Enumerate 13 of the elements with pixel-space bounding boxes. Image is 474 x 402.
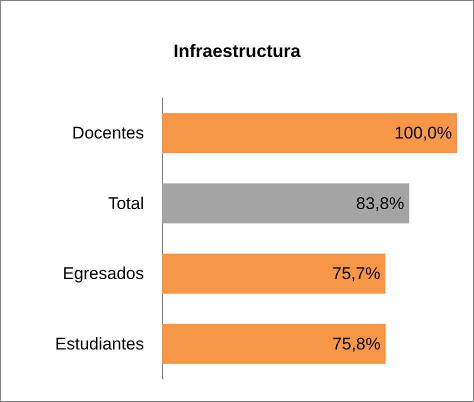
bar: [162, 183, 410, 224]
y-tick-label: Total: [108, 194, 144, 213]
y-tick-label: Docentes: [72, 124, 144, 143]
data-label: 75,8%: [332, 334, 381, 354]
data-label: 100,0%: [394, 124, 452, 143]
data-label: 83,8%: [356, 194, 404, 213]
bar: [162, 113, 457, 154]
y-tick-label: Egresados: [62, 264, 144, 284]
chart-title: Infraestructura: [173, 41, 302, 61]
y-tick-label: Estudiantes: [55, 334, 144, 354]
bar: [162, 324, 386, 364]
bar: [162, 254, 386, 294]
data-label: 75,7%: [332, 264, 380, 284]
